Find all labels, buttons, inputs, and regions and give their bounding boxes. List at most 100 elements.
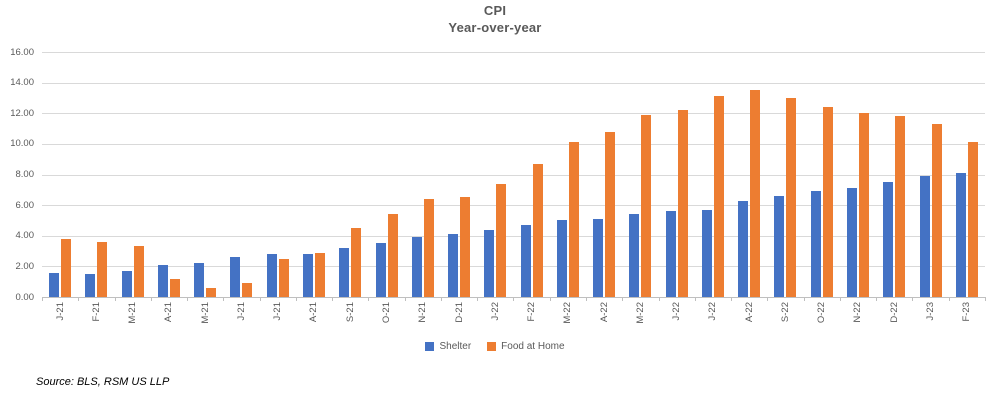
bar-food-at-home [169,278,180,297]
bar-food-at-home [532,163,543,297]
x-tick-mark [224,297,261,301]
x-tick-mark [768,297,805,301]
bar-shelter [484,229,495,297]
x-tick-mark [297,297,334,301]
bar-groups [42,52,985,297]
x-tick-mark [79,297,116,301]
bar-food-at-home [713,96,724,297]
gridline [42,235,985,237]
shelter-swatch-icon [425,342,435,351]
bar-shelter [339,248,350,297]
x-tick-label: A-22 [598,302,610,323]
bar-group-m-22-16 [622,52,658,297]
bar-shelter [629,214,640,297]
food-at-home-swatch-icon [487,342,497,351]
x-tick-mark [950,297,986,301]
x-tick-label: J-22 [489,302,501,321]
x-tick-label: A-21 [308,302,320,323]
x-tick-label: J-22 [707,302,719,321]
y-tick-label: 6.00 [15,199,35,211]
plot-area [42,52,985,298]
bar-food-at-home [750,90,761,297]
x-tick-label: F-21 [90,302,102,322]
y-tick-label: 14.00 [10,77,34,89]
bar-food-at-home [242,283,253,297]
x-tick-label: J-21 [272,302,284,321]
x-tick-mark [623,297,660,301]
legend-label: Shelter [439,341,472,352]
bar-food-at-home [822,107,833,297]
bar-shelter [774,195,785,297]
x-tick-mark [805,297,841,301]
x-tick-mark [261,297,297,301]
bar-shelter [411,237,422,297]
legend-item-food-at-home: Food at Home [487,341,565,352]
x-tick-label: A-21 [163,302,175,323]
bar-food-at-home [786,97,797,297]
bar-group-s-21-8 [332,52,368,297]
bar-food-at-home [460,197,471,297]
x-tick-mark [732,297,769,301]
bar-group-f-22-13 [513,52,549,297]
x-tick-label: A-22 [743,302,755,323]
x-tick-label: O-22 [816,302,828,324]
bar-shelter [157,264,168,297]
bar-food-at-home [133,246,144,297]
y-tick-label: 4.00 [15,230,35,242]
x-tick-mark [514,297,551,301]
bar-group-n-22-22 [840,52,876,297]
bar-group-j-21-5 [223,52,259,297]
bar-group-s-22-20 [767,52,803,297]
x-tick-label: D-22 [888,302,900,323]
bar-shelter [121,270,132,297]
source-note: Source: BLS, RSM US LLP [36,376,170,388]
x-tick-mark [660,297,696,301]
bar-shelter [520,225,531,297]
bar-shelter [85,274,96,297]
x-tick-mark [116,297,152,301]
x-tick-label: S-21 [344,302,356,323]
legend-label: Food at Home [501,341,565,352]
bar-group-d-22-23 [876,52,912,297]
bar-group-a-21-7 [296,52,332,297]
bar-food-at-home [97,241,108,297]
bar-food-at-home [278,258,289,297]
bar-food-at-home [568,142,579,297]
gridline [42,205,985,207]
bar-group-m-22-14 [550,52,586,297]
gridline [42,174,985,176]
bar-food-at-home [967,142,978,297]
x-tick-mark [369,297,406,301]
bar-food-at-home [206,287,217,297]
bar-food-at-home [423,199,434,297]
gridline [42,113,985,115]
bar-group-a-22-15 [586,52,622,297]
bar-food-at-home [387,214,398,297]
x-tick-mark [188,297,225,301]
bar-group-o-22-21 [804,52,840,297]
bar-shelter [883,182,894,297]
x-tick-mark [551,297,587,301]
bar-group-a-22-19 [731,52,767,297]
x-tick-mark [478,297,515,301]
bar-group-m-21-4 [187,52,223,297]
gridline [42,52,985,53]
y-axis: 16.00 14.00 12.00 10.00 8.00 6.00 4.00 2.00 0.00 [0,47,35,303]
bar-food-at-home [931,123,942,297]
x-tick-label: D-21 [453,302,465,323]
bar-shelter [448,234,459,297]
y-tick-label: 10.00 [10,138,34,150]
bar-shelter [556,220,567,297]
x-tick-label: M-22 [634,302,646,324]
gridline [42,143,985,145]
x-tick-label: J-23 [925,302,936,321]
bar-shelter [49,272,60,297]
gridline [42,266,985,268]
bar-shelter [810,191,821,297]
x-tick-mark [43,297,80,301]
bar-shelter [230,257,241,297]
bar-shelter [194,263,205,297]
bar-food-at-home [641,114,652,297]
x-tick-mark [877,297,914,301]
